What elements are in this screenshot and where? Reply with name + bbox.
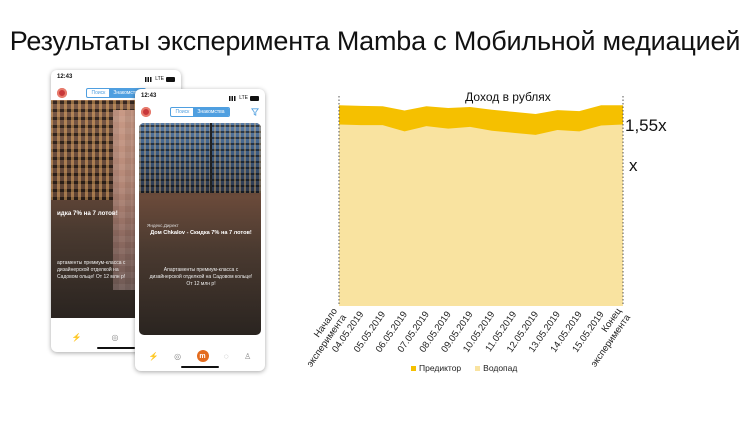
legend-item-waterfall: Водопад — [475, 363, 517, 373]
status-icons: LTE — [229, 93, 259, 103]
flash-icon[interactable]: ⚡ — [148, 351, 159, 361]
area-series-waterfall — [339, 124, 623, 306]
ad-sponsor-label: Яндекс.Директ — [147, 223, 179, 228]
battery-icon — [166, 76, 175, 82]
chart-plot: Началоэксперимента04.05.201905.05.201906… — [305, 96, 633, 369]
status-time: 12:43 — [57, 74, 73, 80]
battery-icon — [250, 95, 259, 101]
network-label: LTE — [239, 95, 248, 101]
legend-swatch-waterfall — [475, 365, 481, 371]
ad-description-partial: артаменты премиум-класса с дизайнерской … — [57, 260, 126, 280]
profile-icon[interactable]: ♙ — [244, 351, 252, 361]
tab-search[interactable]: Поиск — [175, 109, 190, 115]
legend-label-predictor: Предиктор — [419, 363, 462, 373]
ad-headline: Дом Chkalov - Скидка 7% на 7 лотов! — [150, 230, 252, 236]
building-photo — [139, 123, 261, 193]
m-logo-icon[interactable]: m — [196, 350, 209, 362]
ad-description: Апартаменты премиум-класса с дизайнерско… — [149, 267, 253, 287]
status-bar: 12:43 LTE — [135, 89, 265, 103]
chart-title: Доход в рублях — [465, 90, 551, 104]
level-label-waterfall: x — [629, 156, 638, 175]
ad-headline-prefix: идка 7 — [57, 210, 77, 217]
signal-bars-icon — [145, 76, 154, 82]
segment-control: Поиск Знакомства — [170, 107, 230, 117]
ad-headline-suffix: % на 7 лотов! — [76, 210, 118, 217]
status-bar: 12:43 LTE — [51, 70, 181, 84]
app-bar: Поиск Знакомства — [135, 103, 265, 121]
tab-bar: ⚡ ◎ m ◌ ♙ — [135, 341, 265, 371]
avatar[interactable] — [57, 88, 67, 98]
status-icons: LTE — [145, 74, 175, 84]
chart-legend: Предиктор Водопад — [411, 363, 517, 373]
network-label: LTE — [155, 76, 164, 82]
ad-card[interactable]: Яндекс.Директ Дом Chkalov - Скидка 7% на… — [139, 123, 261, 335]
chat-icon[interactable]: ◌ — [223, 351, 229, 361]
avatar[interactable] — [141, 107, 151, 117]
tab-dating[interactable]: Знакомства — [109, 89, 145, 97]
phone-screenshot-front: 12:43 LTE Поиск Знакомства Яндекс.Директ… — [135, 89, 265, 371]
slide-title: Результаты эксперимента Mamba с Мобильно… — [9, 26, 741, 56]
compass-icon[interactable]: ◎ — [111, 332, 119, 342]
flash-icon[interactable]: ⚡ — [71, 332, 82, 342]
legend-swatch-predictor — [411, 365, 416, 371]
home-indicator — [97, 347, 135, 349]
ad-headline-partial: идка 7% на 7 лотов! — [57, 210, 137, 217]
level-label-predictor: 1,55x — [625, 116, 667, 135]
legend-item-predictor: Предиктор — [411, 363, 461, 373]
compass-icon[interactable]: ◎ — [174, 351, 182, 361]
revenue-chart: Доход в рублях Началоэксперимента 04.05.2… — [283, 80, 723, 380]
home-indicator — [181, 366, 219, 368]
status-time: 12:43 — [141, 93, 157, 99]
tab-search[interactable]: Поиск — [91, 90, 106, 96]
filter-icon[interactable] — [251, 108, 259, 116]
legend-label-waterfall: Водопад — [483, 363, 518, 373]
tab-dating[interactable]: Знакомства — [193, 108, 229, 116]
signal-bars-icon — [229, 95, 238, 101]
